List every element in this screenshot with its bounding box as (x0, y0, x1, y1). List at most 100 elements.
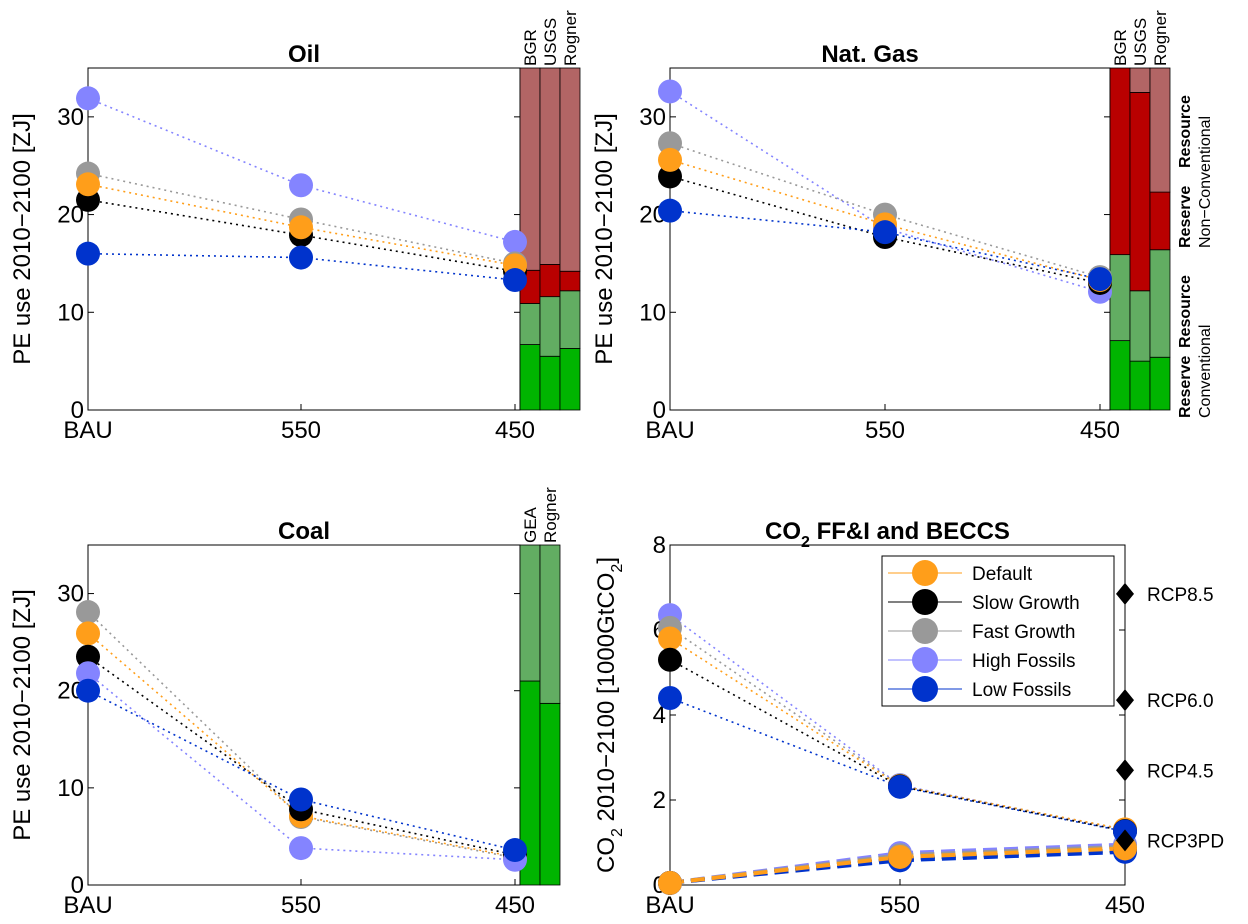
data-point (76, 86, 100, 111)
y-label-part: ] (593, 557, 620, 564)
resource-bar-segment (1149, 191, 1171, 251)
y-tick-label: 10 (57, 775, 84, 802)
resource-bar-segment (559, 67, 581, 272)
rcp-label: RCP4.5 (1147, 761, 1214, 782)
resource-source-label: BGR (1111, 29, 1130, 66)
series-line (669, 637, 1126, 831)
resource-bar-segment (1149, 249, 1171, 358)
legend-marker (912, 618, 938, 644)
x-tick-label: BAU (645, 892, 694, 919)
series-line (669, 697, 1126, 833)
y-tick-label: 30 (57, 581, 84, 608)
x-tick-label: BAU (63, 417, 112, 444)
y-axis-label: PE use 2010−2100 [ZJ] (9, 113, 36, 365)
resource-bar-segment (1129, 92, 1151, 292)
legend-label: Slow Growth (972, 593, 1080, 614)
resource-bar-segment (1129, 67, 1151, 93)
data-point (76, 600, 100, 625)
rcp-label: RCP8.5 (1147, 585, 1214, 606)
plot-frame (87, 544, 521, 886)
y-axis-label: CO2 2010−2100 [1000GtCO2] (593, 557, 626, 873)
data-point (658, 79, 682, 104)
rcp-label: RCP6.0 (1147, 691, 1214, 712)
legend-label: High Fossils (972, 651, 1075, 672)
resource-bar-segment (539, 296, 561, 357)
data-point (873, 220, 897, 245)
x-tick-label: 450 (1080, 417, 1120, 444)
chart-title: Coal (278, 518, 330, 545)
chart-title: Oil (288, 41, 320, 68)
data-point (289, 245, 313, 270)
resource-source-label: USGS (541, 18, 560, 66)
resource-bar-segment (539, 702, 561, 886)
series-line (87, 690, 516, 851)
legend-label: Low Fossils (972, 680, 1071, 701)
title-subscript: 2 (801, 534, 810, 551)
beccs-point (658, 870, 682, 895)
data-point (76, 661, 100, 686)
side-label-resource: Resource (1177, 275, 1194, 348)
data-point (888, 774, 912, 799)
data-point (76, 644, 100, 669)
y-tick-label: 4 (653, 702, 666, 729)
series-line (87, 672, 516, 861)
legend-label: Fast Growth (972, 622, 1075, 643)
data-point (503, 268, 527, 293)
x-tick-label: 550 (865, 417, 905, 444)
legend-marker (912, 589, 938, 615)
legend-marker (912, 560, 938, 586)
data-point (658, 147, 682, 172)
x-tick-label: 550 (880, 892, 920, 919)
resource-bar-segment (539, 264, 561, 298)
resource-source-label: Rogner (541, 487, 560, 543)
rcp-marker (1116, 759, 1134, 782)
legend-label: Default (972, 564, 1033, 585)
side-label-reserve: Reserve (1177, 356, 1194, 418)
side-label-conventional: Conventional (1197, 325, 1214, 418)
y-tick-label: 2 (653, 787, 666, 814)
x-tick-label: 550 (281, 892, 321, 919)
x-tick-label: 550 (281, 417, 321, 444)
y-tick-label: 0 (653, 397, 666, 424)
chart-title: CO2 FF&I and BECCS (765, 518, 1010, 551)
data-point (76, 678, 100, 703)
resource-bar-segment (519, 344, 541, 411)
data-point (658, 647, 682, 672)
x-tick-label: BAU (63, 892, 112, 919)
resource-bar-segment (539, 355, 561, 411)
resource-bar-segment (539, 544, 561, 704)
resource-source-label: Rogner (1151, 10, 1170, 66)
y-tick-label: 30 (639, 104, 666, 131)
y-axis-label: PE use 2010−2100 [ZJ] (591, 113, 618, 365)
y-label-part: 2 (609, 828, 626, 837)
data-point (289, 215, 313, 240)
resource-bar-segment (1149, 356, 1171, 411)
series-line (669, 159, 1101, 281)
y-axis-label: PE use 2010−2100 [ZJ] (9, 589, 36, 841)
beccs-point (888, 844, 912, 869)
side-label-resource: Resource (1177, 95, 1194, 168)
data-point (1088, 267, 1112, 292)
legend-marker (912, 647, 938, 673)
title-part: FF&I and BECCS (810, 518, 1010, 545)
data-point (76, 172, 100, 197)
data-point (289, 836, 313, 861)
resource-bar-segment (1109, 254, 1131, 342)
y-tick-label: 8 (653, 532, 666, 559)
series-line (669, 659, 1126, 832)
resource-bar-segment (539, 67, 561, 265)
y-label-part: 2010−2100 [1000GtCO (593, 573, 620, 829)
y-label-part: CO (593, 837, 620, 873)
y-label-part: 2 (609, 564, 626, 573)
resource-bar-segment (1129, 290, 1151, 362)
resource-bar-segment (559, 270, 581, 292)
rcp-marker (1116, 582, 1134, 605)
resource-source-label: Rogner (561, 10, 580, 66)
side-label-non-conventional: Non−Conventional (1197, 116, 1214, 248)
resource-source-label: GEA (521, 506, 540, 543)
data-point (658, 164, 682, 189)
resource-bar-segment (559, 290, 581, 349)
resource-bar-segment (1129, 360, 1151, 411)
resource-source-label: BGR (521, 29, 540, 66)
